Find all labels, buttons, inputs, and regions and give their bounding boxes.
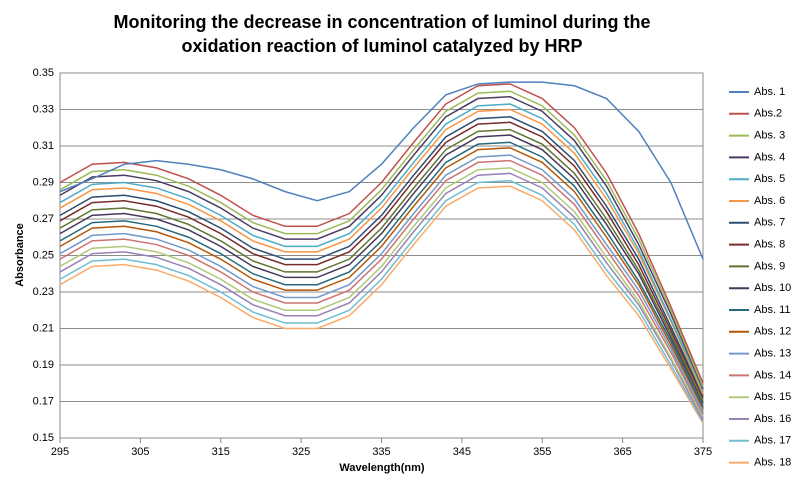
x-tick-label: 295 [51, 446, 69, 458]
chart-title: Monitoring the decrease in concentration… [113, 12, 651, 56]
legend-label: Abs. 11 [754, 304, 791, 316]
series-line [59, 83, 704, 384]
legend-label: Abs. 9 [754, 260, 785, 272]
x-tick-label: 335 [372, 446, 390, 458]
legend-label: Abs. 10 [754, 282, 791, 294]
series-line [59, 103, 704, 391]
series-line [59, 134, 704, 404]
y-tick-label: 0.21 [33, 322, 54, 334]
series-line [59, 95, 704, 390]
x-tick-label: 325 [292, 446, 310, 458]
x-tick-label: 305 [131, 446, 149, 458]
legend-label: Abs. 14 [754, 369, 791, 381]
series-line [59, 179, 704, 422]
legend-label: Abs. 15 [754, 391, 791, 403]
x-tick-label: 315 [212, 446, 230, 458]
y-tick-label: 0.15 [33, 432, 54, 444]
y-tick-label: 0.29 [33, 176, 54, 188]
y-tick-label: 0.23 [33, 286, 54, 298]
x-tick-label: 375 [694, 446, 712, 458]
legend-label: Abs. 18 [754, 457, 791, 469]
legend-label: Abs. 7 [754, 217, 785, 229]
y-tick-label: 0.27 [33, 213, 54, 225]
x-axis-label: Wavelength(nm) [339, 462, 424, 474]
y-axis-label: Absorbance [14, 223, 26, 287]
x-tick-label: 345 [453, 446, 471, 458]
series-line [59, 172, 704, 421]
series-line [59, 185, 704, 424]
legend-label: Abs. 12 [754, 326, 791, 338]
legend-label: Abs. 17 [754, 435, 791, 447]
series-line [59, 154, 704, 413]
x-tick-label: 365 [613, 446, 631, 458]
y-tick-label: 0.31 [33, 140, 54, 152]
y-tick-label: 0.33 [33, 103, 54, 115]
series-line [59, 81, 704, 260]
series-line [59, 141, 704, 408]
y-tick-label: 0.17 [33, 395, 54, 407]
legend-label: Abs.2 [754, 108, 782, 120]
series-line [59, 121, 704, 399]
legend-label: Abs. 6 [754, 195, 785, 207]
series-line [59, 116, 704, 397]
series-line [59, 159, 704, 415]
y-tick-label: 0.25 [33, 249, 54, 261]
legend-label: Abs. 16 [754, 413, 791, 425]
series-line [59, 90, 704, 388]
legend-label: Abs. 3 [754, 130, 785, 142]
legend-label: Abs. 13 [754, 348, 791, 360]
y-tick-label: 0.19 [33, 359, 54, 371]
series-line [59, 167, 704, 417]
series-line [59, 128, 704, 402]
series-line [59, 108, 704, 395]
legend-label: Abs. 1 [754, 86, 785, 98]
legend-label: Abs. 5 [754, 173, 785, 185]
series-line [59, 147, 704, 410]
y-tick-label: 0.35 [33, 67, 54, 79]
legend-label: Abs. 4 [754, 151, 785, 163]
x-tick-label: 355 [533, 446, 551, 458]
legend-label: Abs. 8 [754, 239, 785, 251]
